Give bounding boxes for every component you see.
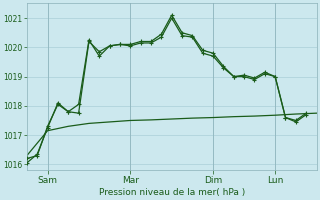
X-axis label: Pression niveau de la mer( hPa ): Pression niveau de la mer( hPa ) <box>99 188 245 197</box>
